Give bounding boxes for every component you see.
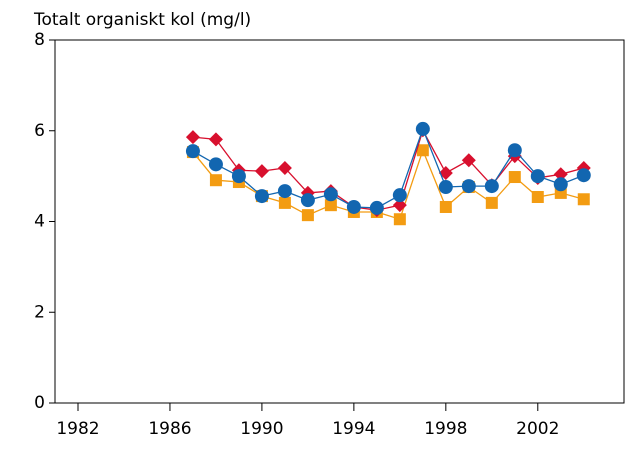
circle-marker [369, 200, 384, 215]
x-tick-label: 1982 [56, 419, 99, 439]
plot-frame [54, 39, 625, 404]
x-tick-label: 1994 [332, 419, 375, 439]
diamond-marker [208, 132, 223, 147]
diamond-marker [553, 167, 568, 182]
y-tick-label: 6 [34, 121, 45, 141]
series-line [192, 148, 584, 221]
square-marker [393, 213, 406, 226]
diamond-marker [254, 164, 269, 179]
circle-marker [576, 168, 591, 183]
y-tick-label: 8 [34, 30, 45, 50]
square-marker [324, 199, 337, 212]
circle-marker [507, 143, 522, 158]
square-marker [508, 171, 521, 184]
circle-marker [553, 177, 568, 192]
circle-marker [277, 184, 292, 199]
square-marker [278, 196, 291, 209]
square-marker [485, 196, 498, 209]
circle-marker [254, 189, 269, 204]
x-tick-label: 1986 [148, 419, 191, 439]
y-tick-label: 4 [34, 212, 45, 232]
circle-marker [208, 157, 223, 172]
diamond-marker [185, 130, 200, 145]
diamond-marker [461, 153, 476, 168]
x-tick-label: 1998 [424, 419, 467, 439]
y-tick-label: 2 [34, 302, 45, 322]
series-line [192, 128, 584, 211]
x-tick-label: 2002 [516, 419, 559, 439]
circle-marker [415, 121, 430, 136]
circle-marker [438, 180, 453, 195]
square-marker [416, 144, 429, 157]
square-marker [301, 209, 314, 222]
circle-marker [300, 193, 315, 208]
circle-marker [484, 179, 499, 194]
x-tick-label: 1990 [240, 419, 283, 439]
circle-marker [185, 144, 200, 159]
circle-marker [530, 169, 545, 184]
circle-marker [346, 199, 361, 214]
diamond-marker [392, 198, 407, 213]
y-tick-label: 0 [34, 393, 45, 413]
square-marker [209, 174, 222, 187]
square-marker [577, 193, 590, 206]
diamond-marker [277, 160, 292, 175]
circle-marker [323, 187, 338, 202]
square-marker [531, 190, 544, 203]
circle-marker [392, 188, 407, 203]
circle-marker [461, 179, 476, 194]
series-line [192, 127, 585, 209]
chart-title: Totalt organiskt kol (mg/l) [33, 10, 251, 30]
square-marker [439, 200, 452, 213]
circle-marker [231, 169, 246, 184]
